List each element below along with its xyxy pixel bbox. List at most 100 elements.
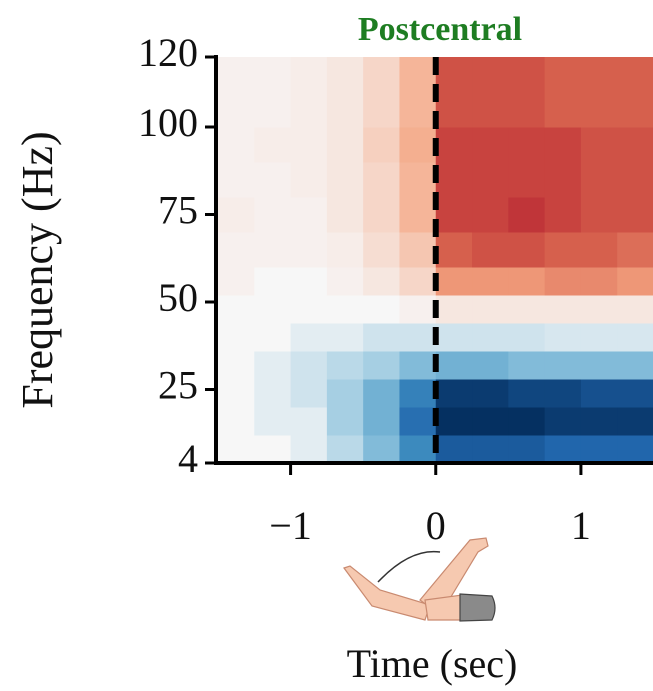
heatmap-cell (326, 92, 364, 128)
heatmap-cell (399, 57, 437, 93)
heatmap-cell (508, 162, 546, 198)
heatmap-cell (617, 57, 653, 93)
y-tick-label: 25 (158, 363, 198, 408)
y-tick-label: 4 (178, 436, 198, 481)
heatmap-cell (544, 267, 582, 296)
x-axis-label: Time (sec) (347, 641, 518, 686)
heatmap-cell (580, 295, 618, 324)
heatmap-cell (617, 351, 653, 380)
heatmap-cell (254, 197, 292, 233)
heatmap-cell (326, 351, 364, 380)
heatmap-cell (363, 127, 400, 163)
heatmap-cell (580, 197, 618, 233)
heatmap-cell (580, 57, 618, 93)
heatmap-cell (326, 57, 364, 93)
heatmap-cell (218, 127, 255, 163)
heatmap-cell (326, 127, 364, 163)
heatmap-cell (435, 197, 473, 233)
heatmap-cell (617, 323, 653, 352)
heatmap-cell (435, 435, 473, 464)
heatmap-cell (435, 127, 473, 163)
heatmap-cell (218, 162, 255, 198)
x-tick-label: −1 (269, 503, 312, 548)
heatmap-cell (508, 57, 546, 93)
heatmap-cell (508, 232, 546, 268)
heatmap-cell (399, 92, 437, 128)
heatmap-cell (218, 197, 255, 233)
heatmap-cell (254, 435, 292, 464)
heatmap-cell (399, 435, 437, 464)
heatmap-cell (363, 92, 400, 128)
x-tick-label: 0 (426, 503, 446, 548)
heatmap-cell (580, 267, 618, 296)
heatmap-cell (508, 92, 546, 128)
heatmap-cell (290, 379, 328, 408)
heatmap-cell (617, 197, 653, 233)
heatmap-cell (472, 92, 509, 128)
heatmap-cell (472, 407, 509, 436)
heatmap-cell (544, 407, 582, 436)
heatmap-cell (254, 267, 292, 296)
heatmap-cell (435, 162, 473, 198)
heatmap-cell (290, 92, 328, 128)
heatmap-cell (435, 232, 473, 268)
heatmap-cell (544, 57, 582, 93)
heatmap-cell (544, 435, 582, 464)
heatmap-cell (326, 267, 364, 296)
heatmap-cell (472, 267, 509, 296)
heatmap-cell (508, 351, 546, 380)
y-axis-label: Frequency (Hz) (13, 131, 62, 408)
heatmap-cell (254, 351, 292, 380)
heatmap-cell (399, 379, 437, 408)
heatmap-cell (617, 379, 653, 408)
heatmap-cell (472, 127, 509, 163)
heatmap-cell (218, 379, 255, 408)
heatmap-cell (580, 435, 618, 464)
motion-arrow (377, 550, 441, 583)
heatmap-cell (326, 162, 364, 198)
heatmap-cell (580, 92, 618, 128)
heatmap-cell (254, 92, 292, 128)
heatmap-cell (326, 323, 364, 352)
heatmap-cell (290, 407, 328, 436)
heatmap-cell (544, 162, 582, 198)
heatmap-cell (544, 92, 582, 128)
heatmap-cell (617, 267, 653, 296)
heatmap-cell (544, 232, 582, 268)
heatmap-cell (290, 127, 328, 163)
heatmap-cell (617, 295, 653, 324)
heatmap-cell (290, 57, 328, 93)
heatmap-cell (363, 295, 400, 324)
heatmap-cell (290, 232, 328, 268)
heatmap-cell (399, 127, 437, 163)
heatmap-cell (399, 323, 437, 352)
heatmap-cell (617, 162, 653, 198)
heatmap-cell (435, 407, 473, 436)
heatmap-cell (218, 351, 255, 380)
heatmap-cell (435, 323, 473, 352)
heatmap-cell (254, 232, 292, 268)
heatmap-cell (218, 92, 255, 128)
heatmap-cell (218, 435, 255, 464)
upper-arm (424, 594, 465, 621)
heatmap-cell (580, 323, 618, 352)
heatmap-cell (544, 351, 582, 380)
chart-title: Postcentral (358, 11, 522, 48)
heatmap-cell (254, 57, 292, 93)
heatmap-cell (617, 435, 653, 464)
heatmap-cell (290, 267, 328, 296)
heatmap-cell (435, 379, 473, 408)
heatmap-cell (254, 162, 292, 198)
heatmap-cell (580, 127, 618, 163)
heatmap-cell (399, 197, 437, 233)
heatmap-cell (254, 127, 292, 163)
heatmap-cell (290, 435, 328, 464)
sleeve (459, 593, 496, 622)
heatmap-cell (254, 323, 292, 352)
heatmap-cell (218, 267, 255, 296)
heatmap-cell (326, 295, 364, 324)
heatmap-cell (435, 267, 473, 296)
heatmap-cell (580, 232, 618, 268)
heatmap-cell (617, 127, 653, 163)
